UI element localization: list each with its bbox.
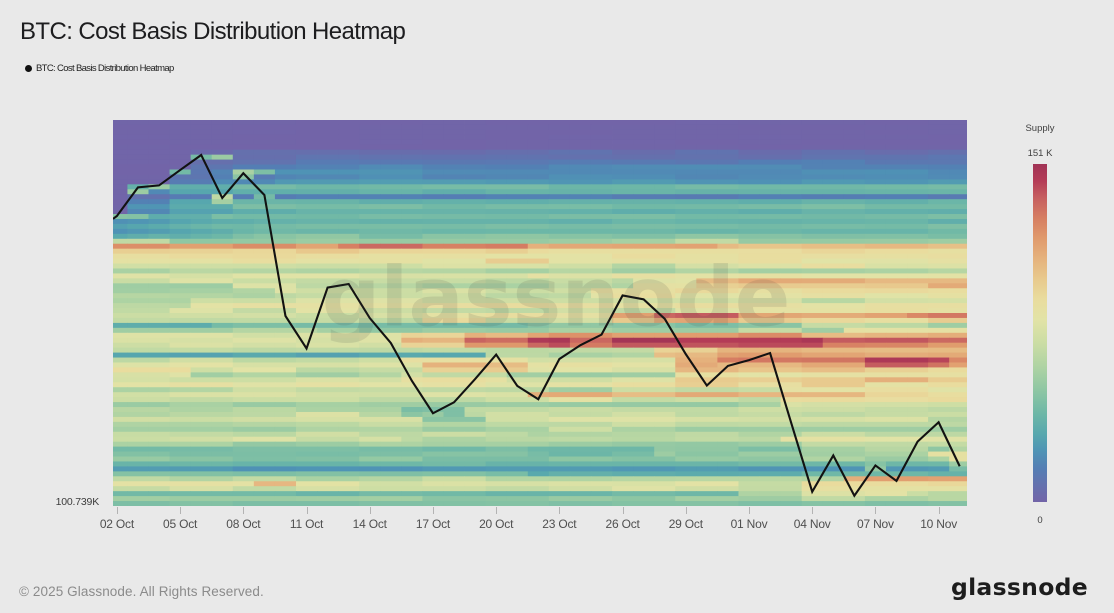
colorbar-min-label: 0 [1037,515,1043,526]
x-tick-label: 05 Oct [163,517,198,531]
x-tick-label: 29 Oct [668,517,703,531]
x-tick-mark [306,507,308,514]
x-tick-mark [812,507,814,514]
x-tick-label: 14 Oct [352,517,387,531]
x-tick-mark [432,507,434,514]
colorbar-max-label: 151 K [1027,148,1053,159]
x-tick-mark [749,507,750,514]
x-tick-label: 08 Oct [226,517,261,531]
colorbar-gradient [1033,164,1047,502]
x-tick-label: 07 Nov [856,517,894,531]
legend-label: BTC: Cost Basis Distribution Heatmap [36,62,174,74]
x-tick-label: 17 Oct [415,517,451,531]
x-tick-mark [369,507,371,514]
x-tick-mark [180,507,182,514]
y-axis-label: 100.739K [55,496,100,508]
x-tick-label: 11 Oct [289,517,324,531]
x-tick-label: 04 Nov [793,517,831,531]
x-tick-label: 23 Oct [542,517,577,531]
heatmap-canvas[interactable] [113,120,967,506]
legend[interactable]: BTC: Cost Basis Distribution Heatmap [25,62,174,74]
x-tick-mark [938,507,940,514]
brand-logo: glassnode [950,573,1088,601]
x-tick-label: 26 Oct [605,517,640,531]
footer-copyright: © 2025 Glassnode. All Rights Reserved. [19,584,264,599]
x-tick-mark [559,507,561,514]
legend-marker-icon [25,64,32,72]
x-tick-label: 20 Oct [479,517,514,531]
page-title: BTC: Cost Basis Distribution Heatmap [20,18,406,45]
x-tick-mark [116,507,118,514]
x-tick-mark [622,507,624,514]
x-tick-mark [496,507,498,514]
x-tick-mark [685,507,687,514]
x-tick-mark [243,507,245,514]
colorbar-title: Supply [1025,123,1055,134]
x-tick-label: 01 Nov [730,517,768,531]
x-tick-label: 02 Oct [99,517,134,531]
x-tick-mark [875,507,877,514]
x-tick-label: 10 Nov [920,517,958,531]
